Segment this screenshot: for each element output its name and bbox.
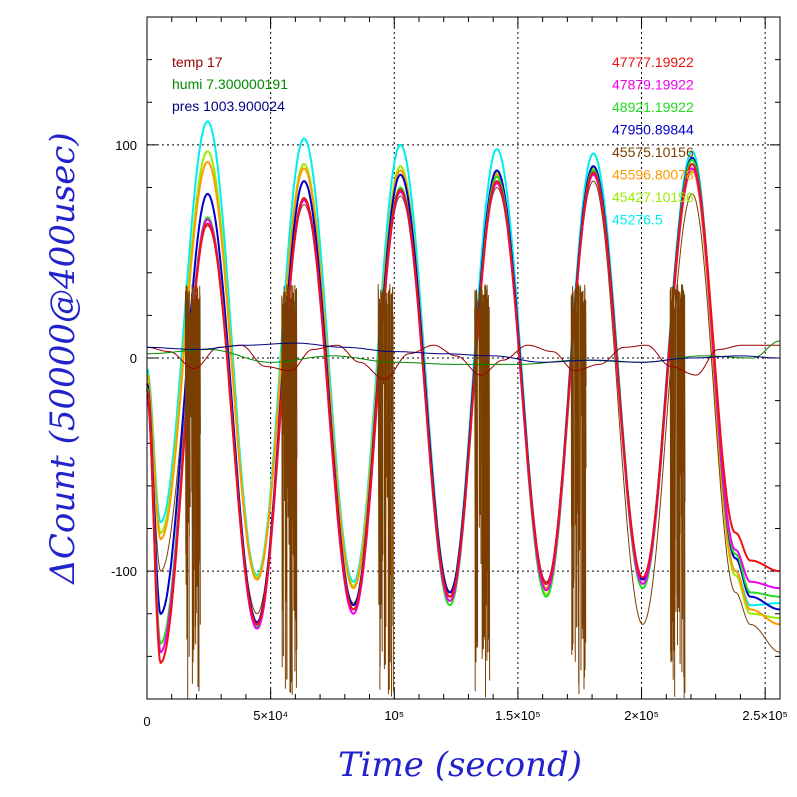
series-legend-entry: 45575.10156 [612,144,694,160]
series-line [146,163,780,665]
x-tick-label: 5×10⁴ [253,708,288,723]
series-legend-entry: 47777.19922 [612,54,694,70]
x-tick-label: 10⁵ [384,708,404,723]
y-tick-labels: 100 0 -100 [111,138,137,579]
y-axis-title: ΔCount (50000@400usec) [43,132,83,585]
series-legend-entry: 47950.89844 [612,122,694,138]
env-series-line [147,342,780,363]
plot-frame [146,16,781,700]
series-layer [146,120,781,699]
env-legend-entry: temp 17 [172,54,223,70]
series-legend: 47777.19922 47879.19922 48921.19922 47950.8… [612,54,694,228]
x-tick-label: 0 [143,714,150,729]
series-legend-entry: 45596.80078 [612,167,694,183]
series-legend-entry: 45427.10156 [612,189,694,205]
y-tick-label: -100 [111,564,137,579]
env-series-line [146,344,780,380]
y-tick-label: 100 [115,138,137,153]
series-legend-entry: 45276.5 [612,212,663,228]
env-legend: temp 17 humi 7.300000191 pres 1003.900024 [172,54,288,114]
series-noise [184,283,686,699]
y-tick-label: 0 [130,351,137,366]
env-legend-entry: humi 7.300000191 [172,76,288,92]
x-tick-label: 1.5×10⁵ [495,708,541,723]
x-tick-labels: 0 5×10⁴ 10⁵ 1.5×10⁵ 2×10⁵ 2.5×10⁵ [143,708,788,729]
series-legend-entry: 48921.19922 [612,99,694,115]
x-axis-title: Time (second) [338,745,582,785]
x-tick-label: 2.5×10⁵ [742,708,788,723]
env-legend-entry: pres 1003.900024 [172,98,285,114]
env-series-layer [146,340,781,380]
x-tick-label: 2×10⁵ [624,708,659,723]
series-legend-entry: 47879.19922 [612,77,694,93]
